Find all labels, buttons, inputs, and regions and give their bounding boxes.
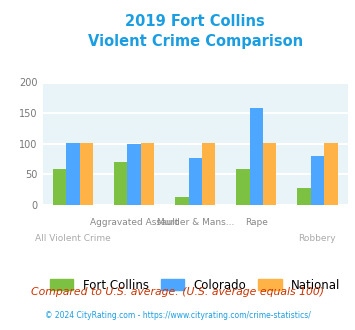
Text: 2019 Fort Collins: 2019 Fort Collins [125,14,265,29]
Bar [141,143,154,205]
Bar [175,197,189,205]
Bar [297,188,311,205]
Text: Compared to U.S. average. (U.S. average equals 100): Compared to U.S. average. (U.S. average … [31,287,324,297]
Legend: Fort Collins, Colorado, National: Fort Collins, Colorado, National [45,274,345,296]
Bar [127,144,141,205]
Bar [324,143,338,205]
Text: All Violent Crime: All Violent Crime [35,234,111,243]
Bar [311,156,324,205]
Text: Robbery: Robbery [299,234,336,243]
Bar [263,143,277,205]
Bar [189,158,202,205]
Bar [236,169,250,205]
Bar [80,143,93,205]
Bar [202,143,215,205]
Bar [53,169,66,205]
Bar [250,108,263,205]
Text: Aggravated Assault: Aggravated Assault [90,218,179,227]
Text: Rape: Rape [245,218,268,227]
Text: Violent Crime Comparison: Violent Crime Comparison [88,34,303,49]
Text: © 2024 CityRating.com - https://www.cityrating.com/crime-statistics/: © 2024 CityRating.com - https://www.city… [45,311,310,320]
Bar [66,143,80,205]
Bar [114,162,127,205]
Text: Murder & Mans...: Murder & Mans... [157,218,234,227]
